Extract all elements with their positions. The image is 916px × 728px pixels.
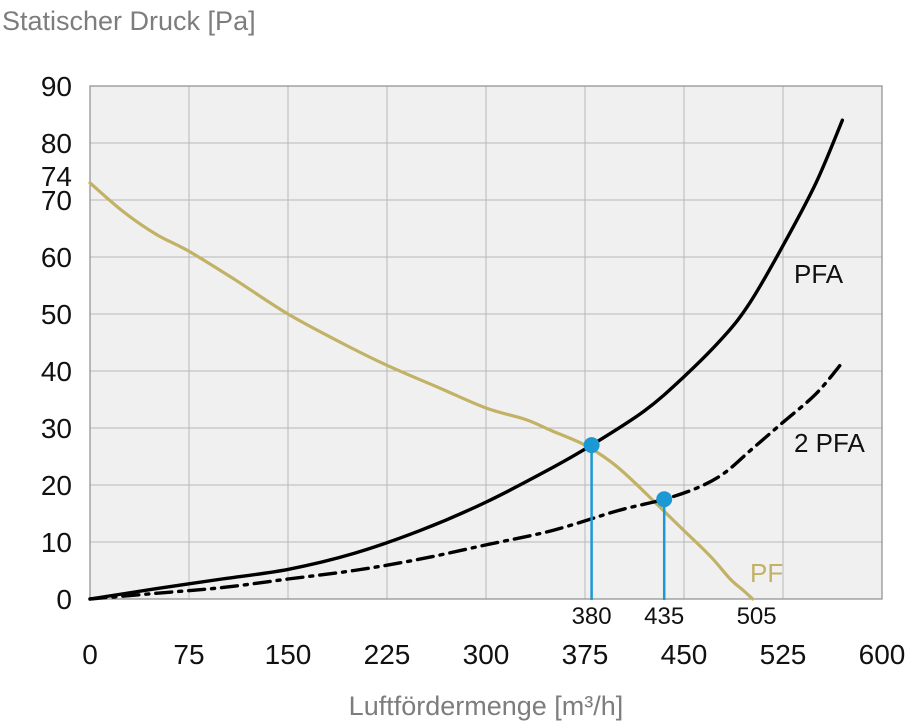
y-tick-label: 30 (41, 413, 72, 444)
operating-point-label: 380 (572, 603, 612, 630)
x-axis-title: Luftfördermenge [m³/h] (349, 691, 624, 721)
y-tick-label: 20 (41, 470, 72, 501)
y-tick-label: 60 (41, 242, 72, 273)
y-tick-label: 10 (41, 527, 72, 558)
series-line-pf (88, 181, 755, 601)
x-tick-label: 525 (760, 639, 807, 670)
y-tick-label: 80 (41, 128, 72, 159)
operating-point-marker (656, 491, 673, 508)
series-label-pfa: PFA (794, 259, 844, 289)
x-tick-label: 75 (173, 639, 204, 670)
x-tick-label: 0 (82, 639, 98, 670)
plot-frame (89, 85, 883, 600)
series-label-2-pfa: 2 PFA (794, 428, 865, 458)
operating-point-label: 435 (644, 603, 684, 630)
y-tick-label: 70 (41, 185, 72, 216)
x-tick-label: 450 (661, 639, 708, 670)
y-tick-label-extra: 74 (41, 161, 72, 192)
y-tick-label: 50 (41, 299, 72, 330)
x-tick-label: 300 (463, 639, 510, 670)
y-tick-label: 40 (41, 356, 72, 387)
x-tick-label: 150 (265, 639, 312, 670)
annotation-label: 505 (737, 603, 777, 630)
plot-area: 0 10 20 30 40 50 60 70 80 90 74 0 75 150 225 300 375 450 5… (41, 71, 906, 670)
operating-point-marker (583, 437, 600, 454)
y-tick-label: 0 (56, 584, 72, 615)
y-axis-title: Statischer Druck [Pa] (2, 6, 256, 36)
y-tick-label: 90 (41, 71, 72, 102)
x-tick-label: 600 (859, 639, 906, 670)
x-tick-label: 375 (562, 639, 609, 670)
series-line-2-pfa (88, 360, 845, 601)
series-label-pf: PF (750, 558, 783, 588)
series-line-pfa (88, 118, 845, 601)
x-tick-label: 225 (364, 639, 411, 670)
